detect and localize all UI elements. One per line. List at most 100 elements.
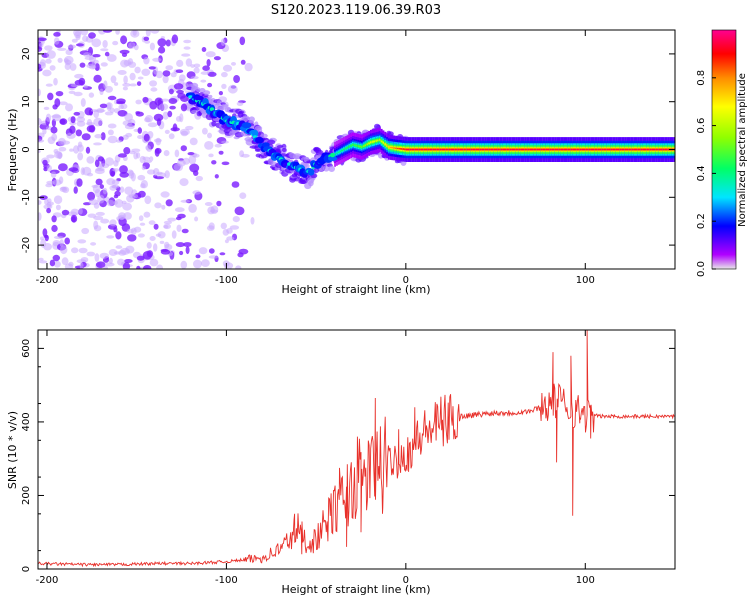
noise-blob: [188, 203, 197, 213]
ridge-cell: [551, 149, 554, 150]
noise-blob: [160, 191, 170, 198]
snr-x-axis: -200 -100 0 100: [36, 330, 595, 586]
x-tick-label: -200: [36, 575, 59, 586]
ridge-cell: [468, 149, 471, 150]
ridge-cell: [436, 149, 439, 150]
ridge-halo: [292, 155, 302, 160]
noise-blob: [43, 106, 50, 110]
noise-blob: [176, 59, 184, 67]
noise-blob: [95, 178, 103, 186]
noise-blob: [58, 163, 68, 172]
noise-blob: [53, 195, 63, 204]
noise-blob: [76, 43, 84, 47]
noise-blob: [74, 79, 85, 86]
noise-blob: [138, 215, 144, 222]
noise-blob: [51, 133, 58, 141]
noise-blob: [250, 217, 255, 225]
ridge-halo: [221, 103, 229, 108]
ridge-halo: [191, 109, 199, 114]
noise-blob: [155, 137, 162, 146]
noise-blob: [149, 42, 155, 51]
noise-blob: [57, 57, 63, 63]
ridge-cell: [361, 146, 363, 148]
noise-blob: [128, 193, 139, 199]
noise-blob: [182, 157, 190, 165]
noise-blob: [100, 132, 106, 141]
noise-blob: [224, 239, 229, 244]
noise-blob: [180, 260, 188, 269]
noise-blob: [120, 103, 128, 110]
noise-blob: [185, 125, 194, 131]
ridge-halo: [238, 110, 245, 114]
noise-blob: [64, 62, 71, 71]
noise-blob: [143, 57, 150, 65]
noise-blob: [50, 171, 57, 178]
snr-panel: -200 -100 0 100 0 200 400 600 Height of straig…: [6, 329, 676, 596]
ridge-cell: [359, 146, 362, 148]
noise-blob: [122, 202, 132, 211]
noise-blob: [102, 30, 113, 33]
noise-blob: [94, 63, 100, 71]
noise-blob: [239, 36, 246, 46]
snr-plot-area: [38, 330, 675, 569]
y-tick-label: -20: [21, 237, 32, 253]
ridge-cell: [599, 149, 602, 150]
noise-blob: [45, 58, 52, 64]
noise-blob: [77, 144, 84, 152]
ridge-cell: [517, 149, 519, 150]
noise-blob: [42, 159, 48, 166]
noise-blob: [149, 156, 154, 162]
figure-title: S120.2023.119.06.39.R03: [271, 3, 441, 18]
noise-blob: [169, 105, 176, 110]
ridge-halo: [322, 165, 330, 172]
ridge-cell: [562, 149, 564, 150]
ridge-cell: [515, 149, 518, 150]
noise-blob: [140, 183, 146, 189]
y-tick-label: 0: [21, 566, 32, 572]
ridge-cell: [377, 139, 379, 141]
noise-blob: [102, 187, 108, 195]
noise-blob: [208, 153, 214, 158]
ridge-cell: [596, 149, 598, 150]
ridge-blob: [194, 95, 204, 101]
noise-blob: [153, 223, 159, 230]
ridge-cell: [655, 149, 658, 150]
y-tick-label: 20: [21, 48, 32, 61]
ridge-cell: [450, 149, 453, 150]
noise-blob: [221, 71, 228, 78]
noise-blob: [208, 248, 215, 254]
noise-blob: [42, 228, 48, 237]
ridge-cell: [635, 149, 638, 150]
noise-blob: [221, 161, 230, 166]
noise-blob: [176, 89, 184, 94]
ridge-blob: [251, 129, 259, 138]
noise-blob: [142, 265, 152, 269]
ridge-blob: [241, 122, 252, 129]
ridge-cell: [603, 149, 606, 150]
noise-blob: [76, 116, 86, 123]
ridge-cell: [466, 149, 469, 150]
noise-blob: [86, 125, 95, 133]
noise-blob: [129, 83, 137, 87]
spectrogram-y-axis: -20 -10 0 10 20: [21, 48, 675, 253]
ridge-cell: [463, 149, 466, 150]
ridge-cell: [619, 149, 622, 150]
noise-blob: [161, 98, 169, 102]
noise-blob: [97, 194, 105, 204]
noise-blob: [162, 70, 171, 77]
noise-blob: [193, 170, 199, 177]
ridge-cell: [623, 149, 625, 150]
ridge-cell: [387, 146, 390, 148]
ridge-cell: [393, 147, 396, 149]
noise-blob: [193, 259, 202, 269]
noise-blob: [153, 243, 158, 252]
ridge-cell: [522, 149, 525, 150]
noise-blob: [136, 265, 141, 269]
noise-blob: [200, 79, 207, 83]
ridge-cell: [416, 149, 419, 150]
spectrogram-x-label: Height of straight line (km): [281, 283, 430, 296]
ridge-cell: [481, 149, 484, 150]
noise-blob: [216, 200, 222, 207]
ridge-cell: [572, 149, 575, 150]
ridge-cell: [644, 149, 647, 150]
